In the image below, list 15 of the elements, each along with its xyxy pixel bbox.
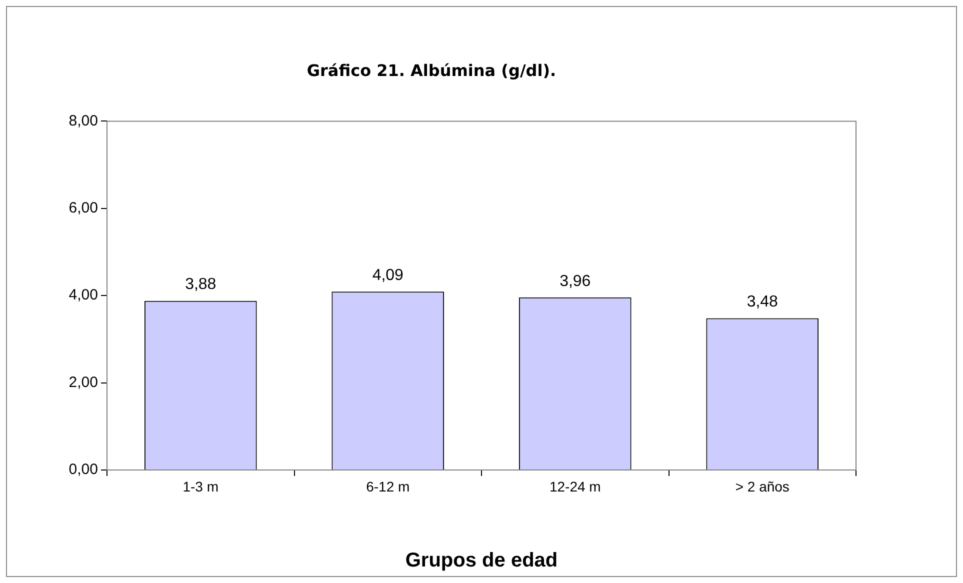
x-tick-label: 6-12 m	[366, 478, 410, 494]
y-tick-label: 0,00	[68, 461, 98, 478]
data-label: 3,48	[746, 294, 778, 311]
y-tick-label: 4,00	[68, 286, 98, 304]
y-tick-label: 2,00	[68, 374, 98, 391]
y-tick-label: 6,00	[68, 200, 98, 217]
data-label: 3,88	[185, 276, 216, 294]
x-tick-label: 12-24 m	[549, 478, 601, 494]
x-axis-title: Grupos de edad	[405, 550, 558, 572]
x-tick-label: 1-3 m	[182, 478, 219, 494]
chart-title: Gráfico 21. Albúmina (g/dl).	[306, 60, 556, 80]
y-tick-label: 8,00	[68, 112, 98, 130]
data-label: 3,96	[560, 272, 591, 290]
x-tick-label: > 2 años	[735, 478, 790, 494]
data-label: 4,09	[372, 267, 404, 284]
